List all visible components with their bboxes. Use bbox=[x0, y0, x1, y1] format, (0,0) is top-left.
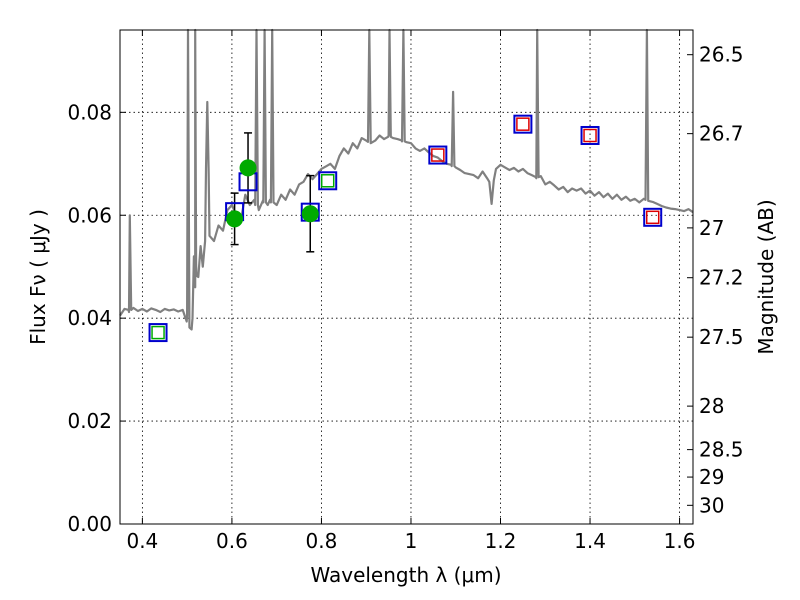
right-tick-label: 26.7 bbox=[699, 122, 744, 146]
grid-lines bbox=[120, 30, 693, 525]
x-tick-label: 1.4 bbox=[574, 529, 606, 553]
x-tick-label: 1.6 bbox=[664, 529, 696, 553]
right-tick-label: 27.5 bbox=[699, 325, 744, 349]
right-tick-label: 29 bbox=[699, 465, 724, 489]
y-axis-label: Flux Fν ( μJy ) bbox=[26, 209, 50, 345]
axis-ticks: 0.4 0.6 0.8 1 1.2 1.4 1.6 0.00 0.02 0.04 0.06 0.08 2… bbox=[67, 30, 744, 553]
spectrum-line bbox=[119, 28, 694, 331]
model-square-red bbox=[516, 117, 530, 131]
filled-point bbox=[226, 210, 244, 228]
filled-point bbox=[301, 205, 319, 223]
model-spectrum bbox=[119, 28, 694, 331]
x-tick-label: 0.6 bbox=[216, 529, 248, 553]
right-tick-label: 28.5 bbox=[699, 438, 744, 462]
y-tick-label: 0.04 bbox=[67, 306, 112, 330]
model-square-green bbox=[151, 325, 165, 340]
observed-square bbox=[148, 323, 168, 343]
model-square-red bbox=[431, 148, 445, 162]
y-tick-label: 0.08 bbox=[67, 100, 112, 124]
y-tick-label: 0.00 bbox=[67, 512, 112, 536]
right-tick-label: 27.2 bbox=[699, 266, 744, 290]
model-square-green bbox=[320, 174, 335, 188]
model-square-red bbox=[645, 210, 660, 225]
x-tick-label: 0.4 bbox=[126, 529, 158, 553]
right-tick-label: 26.5 bbox=[699, 43, 744, 67]
right-tick-label: 30 bbox=[699, 493, 724, 517]
right-tick-label: 27 bbox=[699, 216, 724, 240]
observed-square bbox=[513, 114, 533, 134]
right-axis-label: Magnitude (AB) bbox=[754, 199, 778, 354]
observed-square bbox=[580, 125, 600, 145]
model-square-red bbox=[583, 128, 597, 143]
observed-square bbox=[318, 171, 338, 191]
filled-point bbox=[239, 159, 257, 177]
observed-square bbox=[643, 207, 663, 227]
x-tick-label: 1 bbox=[405, 529, 418, 553]
plot-frame bbox=[119, 29, 694, 525]
photometry-markers bbox=[148, 114, 663, 343]
x-tick-label: 1.2 bbox=[485, 529, 517, 553]
x-axis-label: Wavelength λ (μm) bbox=[310, 563, 501, 587]
y-tick-label: 0.06 bbox=[67, 203, 112, 227]
observed-square bbox=[428, 145, 448, 165]
right-tick-label: 28 bbox=[699, 394, 724, 418]
x-tick-label: 0.8 bbox=[306, 529, 338, 553]
y-tick-label: 0.02 bbox=[67, 409, 112, 433]
